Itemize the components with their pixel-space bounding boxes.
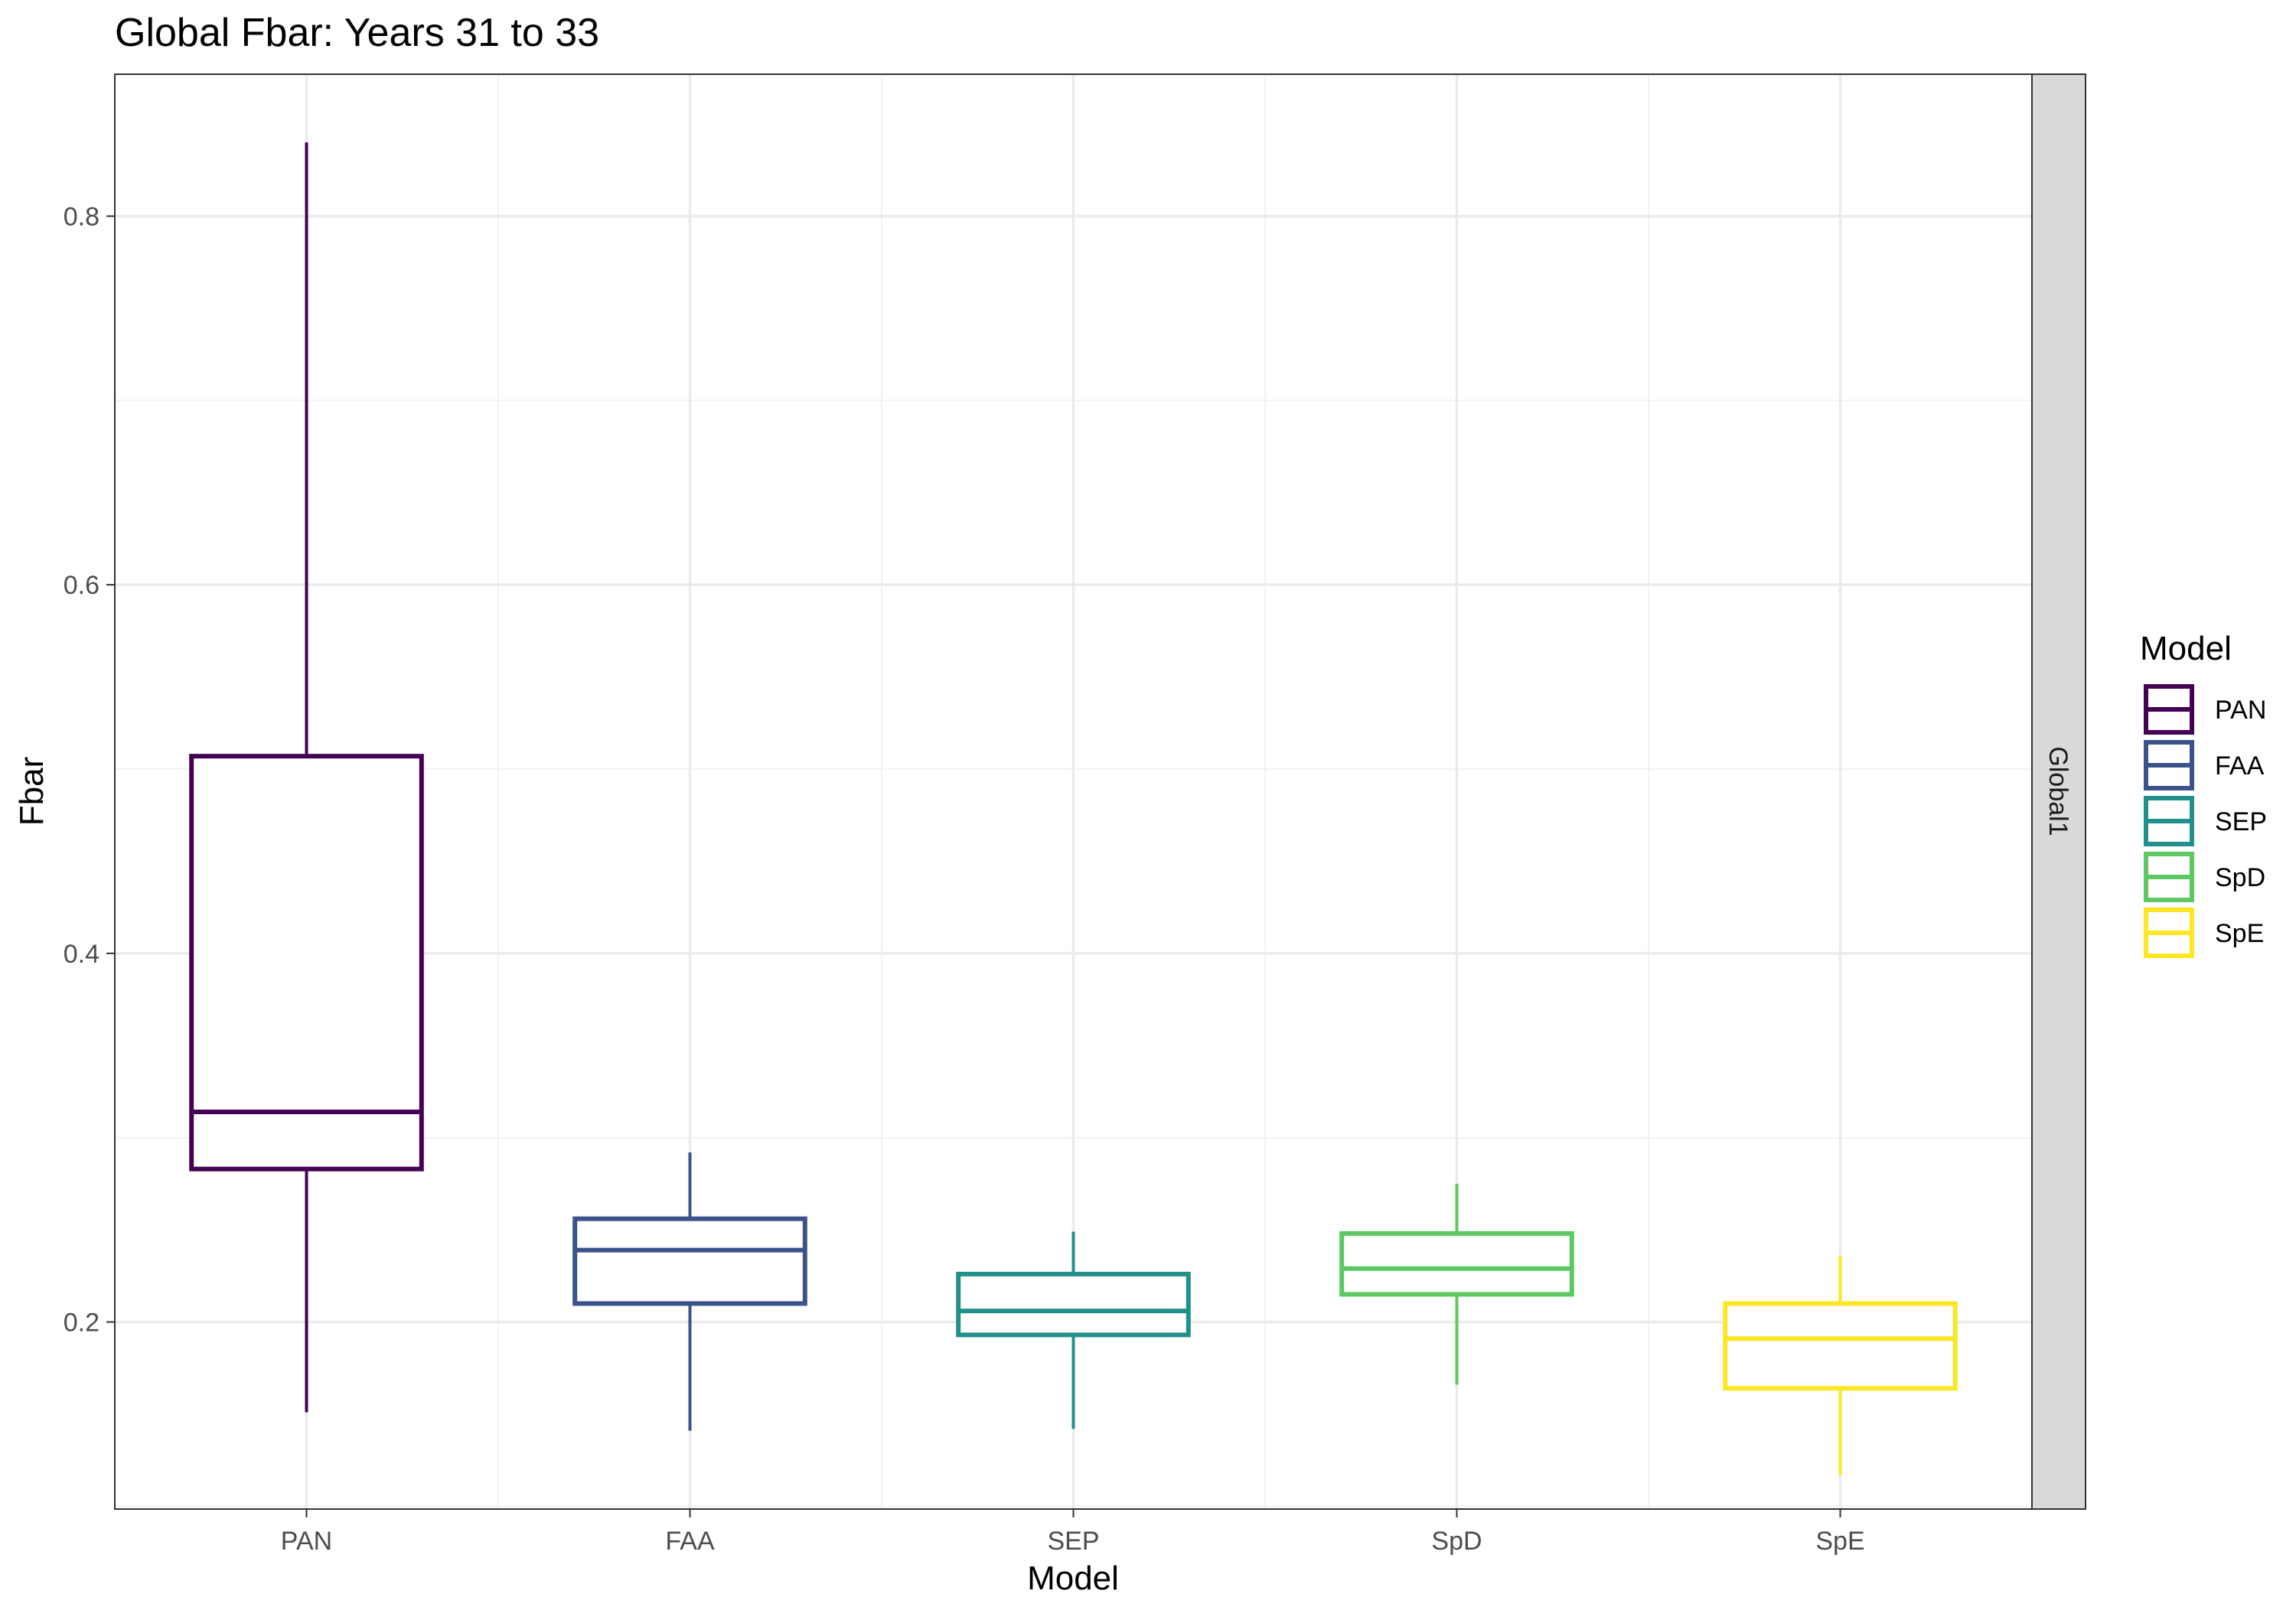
facet-strip: Global1 xyxy=(2031,73,2086,1510)
x-tick-label: PAN xyxy=(281,1527,332,1556)
facet-strip-label: Global1 xyxy=(2043,746,2073,836)
legend-label: SpE xyxy=(2215,919,2264,948)
x-axis: PAN FAA SEP SpD SpE xyxy=(281,1509,1865,1556)
legend-label: SpD xyxy=(2215,863,2265,892)
y-tick-label: 0.2 xyxy=(64,1309,99,1338)
box-body xyxy=(956,1271,1191,1338)
y-axis: 0.2 0.4 0.6 0.8 xyxy=(64,202,115,1338)
x-tick-label: FAA xyxy=(665,1527,715,1556)
box-sep xyxy=(956,1231,1191,1429)
x-tick-label: SEP xyxy=(1047,1527,1099,1556)
box-faa xyxy=(572,1152,807,1431)
box-series xyxy=(189,142,1958,1475)
legend-item-sep: SEP xyxy=(2144,796,2267,846)
legend-item-spe: SpE xyxy=(2144,908,2264,958)
box-body xyxy=(189,754,424,1172)
legend-item-spd: SpD xyxy=(2144,852,2265,902)
box-body xyxy=(1339,1231,1574,1297)
box-spe xyxy=(1723,1255,1958,1475)
y-tick-label: 0.8 xyxy=(64,202,99,231)
legend-label: SEP xyxy=(2215,807,2267,836)
box-body xyxy=(1723,1301,1958,1391)
x-axis-title: Model xyxy=(1027,1560,1119,1597)
legend-label: FAA xyxy=(2215,751,2265,781)
legend-item-pan: PAN xyxy=(2144,684,2266,735)
x-tick-label: SpD xyxy=(1431,1527,1482,1556)
y-tick-label: 0.4 xyxy=(64,940,99,969)
facet-strip-background xyxy=(2031,73,2086,1510)
y-axis-title: Fbar xyxy=(13,757,51,826)
legend: Model PAN FAA SEP SpD SpE xyxy=(2140,630,2267,958)
box-body xyxy=(572,1216,807,1306)
box-spd xyxy=(1339,1183,1574,1385)
chart-title: Global Fbar: Years 31 to 33 xyxy=(115,11,599,55)
box-pan xyxy=(189,142,424,1413)
legend-label: PAN xyxy=(2215,696,2266,725)
y-tick-label: 0.6 xyxy=(64,571,99,600)
legend-title: Model xyxy=(2140,630,2232,667)
legend-item-faa: FAA xyxy=(2144,740,2265,790)
x-tick-label: SpE xyxy=(1815,1527,1864,1556)
legend-items: PAN FAA SEP SpD SpE xyxy=(2144,684,2267,958)
